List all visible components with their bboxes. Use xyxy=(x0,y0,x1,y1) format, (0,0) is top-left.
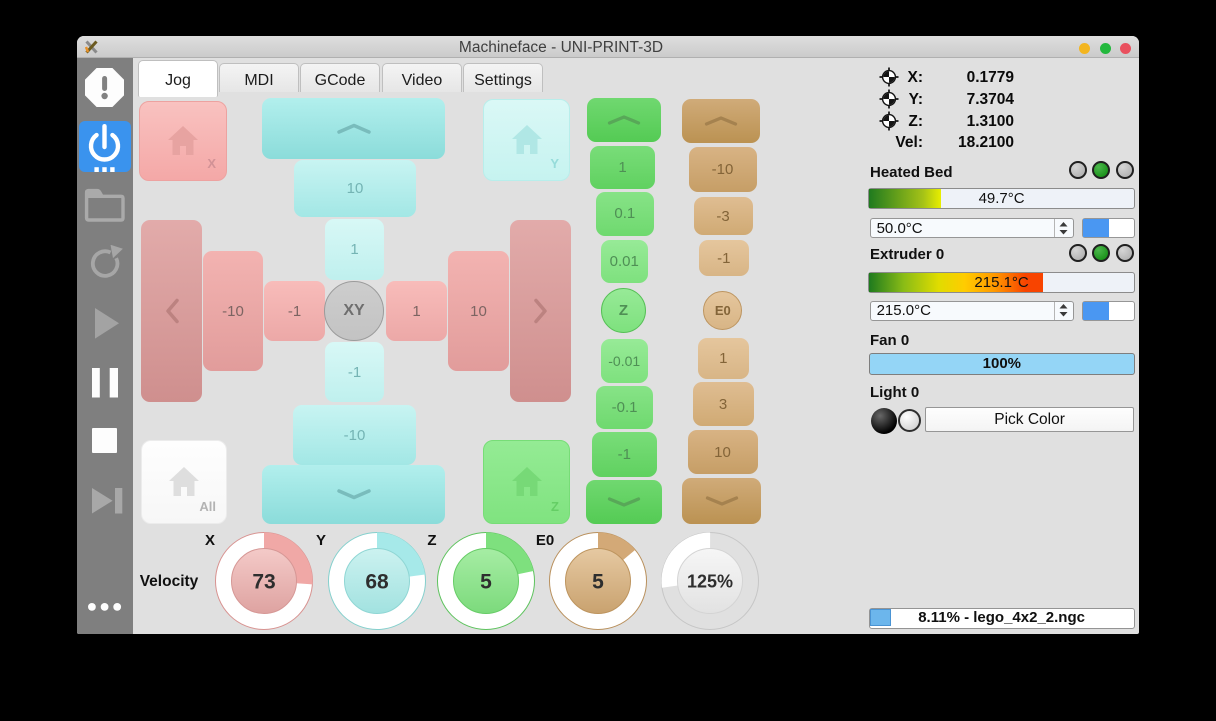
svg-text:125%: 125% xyxy=(686,572,732,592)
svg-text:5: 5 xyxy=(592,571,604,594)
svg-text:68: 68 xyxy=(365,571,389,594)
svg-text:5: 5 xyxy=(480,571,492,594)
svg-text:73: 73 xyxy=(252,571,275,594)
